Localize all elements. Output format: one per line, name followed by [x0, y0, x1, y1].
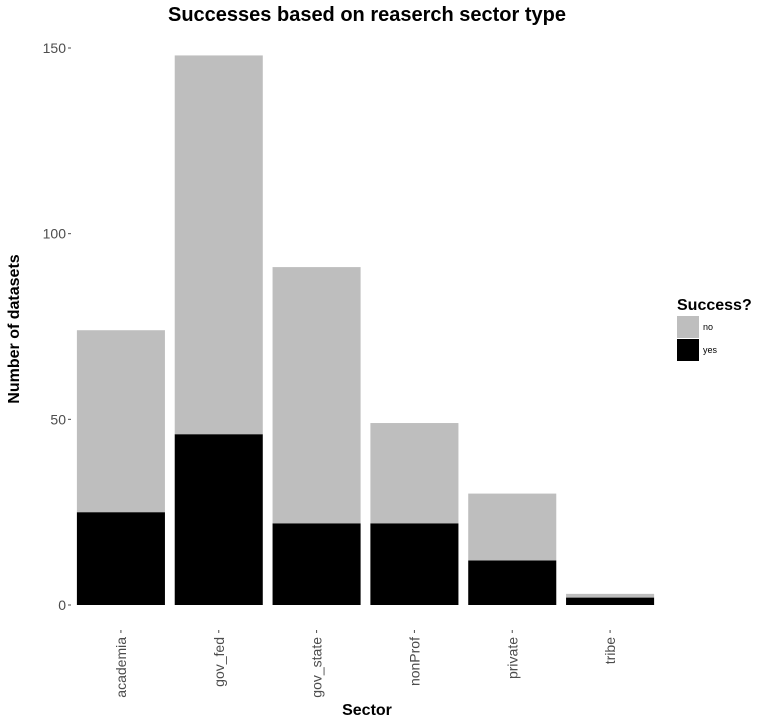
bar-yes-private [468, 560, 557, 605]
bar-yes-gov_state [272, 523, 361, 605]
y-tick-label: 150 [43, 40, 67, 56]
legend-items: no yes [677, 316, 718, 361]
legend-title: Success? [677, 297, 752, 314]
bar-no-gov_fed [174, 55, 263, 435]
y-tick-label: 100 [43, 226, 67, 242]
bar-yes-tribe [566, 597, 655, 605]
x-axis-title: Sector [342, 702, 392, 719]
bar-yes-academia [76, 512, 165, 605]
legend-swatch-yes [677, 339, 699, 361]
y-axis: 0 50 100 150 [43, 40, 71, 613]
y-axis-title: Number of datasets [6, 254, 23, 403]
x-tick-label: nonProf [406, 637, 422, 686]
bar-no-academia [76, 330, 165, 513]
bar-yes-gov_fed [174, 434, 263, 605]
chart-title: Successes based on reaserch sector type [168, 4, 566, 26]
bars [76, 55, 655, 605]
legend-swatch-no [677, 316, 699, 338]
x-tick-label: tribe [602, 637, 618, 664]
bar-no-gov_state [272, 267, 361, 524]
legend-label-yes: yes [703, 345, 718, 355]
legend-label-no: no [703, 322, 713, 332]
x-tick-label: academia [113, 637, 129, 698]
bar-no-tribe [566, 593, 655, 598]
y-tick-label: 0 [58, 597, 66, 613]
x-tick-label: gov_state [309, 637, 325, 698]
bar-no-private [468, 493, 557, 561]
bar-yes-nonProf [370, 523, 459, 605]
x-tick-label: private [504, 637, 520, 679]
x-axis: academia gov_fed gov_state nonProf private tr… [113, 630, 618, 698]
y-tick-label: 50 [50, 411, 66, 427]
bar-no-nonProf [370, 423, 459, 524]
legend: Success? no yes [677, 297, 752, 361]
x-tick-label: gov_fed [211, 637, 227, 687]
